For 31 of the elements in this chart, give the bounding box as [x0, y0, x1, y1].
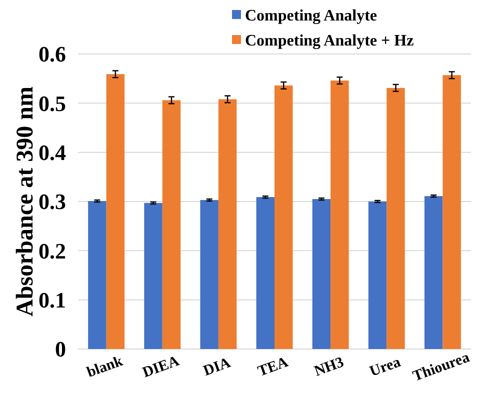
x-tick-label: DIA [201, 354, 233, 380]
y-tick-label: 0.3 [38, 189, 66, 214]
bar [330, 80, 349, 349]
bar [256, 197, 274, 349]
x-tick-label: NH3 [312, 354, 346, 380]
bar [162, 100, 181, 349]
y-axis-title: Absorbance at 390 nm [12, 86, 38, 317]
y-tick-label: 0 [55, 336, 66, 362]
bar [144, 202, 162, 349]
legend-label: Competing Analyte + Hz [245, 32, 414, 50]
bar [368, 202, 387, 349]
bar [274, 85, 293, 349]
x-tick-label: Urea [368, 354, 404, 380]
legend-label: Competing Analyte [245, 8, 377, 25]
bar [88, 201, 106, 349]
bar [312, 199, 331, 349]
bar [386, 88, 405, 349]
y-tick-label: 0.4 [38, 140, 66, 166]
y-tick-label: 0.6 [38, 42, 66, 67]
y-tick-label: 0.5 [38, 90, 66, 116]
x-tick-label: blank [84, 353, 126, 382]
bar [200, 200, 218, 349]
bar [442, 75, 461, 349]
bar [218, 99, 237, 349]
y-tick-label: 0.1 [38, 288, 66, 313]
bar [106, 74, 125, 349]
y-tick-label: 0.2 [38, 238, 66, 264]
x-tick-label: TEA [256, 354, 291, 380]
bar [424, 196, 443, 349]
x-tick-label: DIEA [140, 353, 182, 382]
x-tick-label: Thiourea [410, 349, 472, 385]
